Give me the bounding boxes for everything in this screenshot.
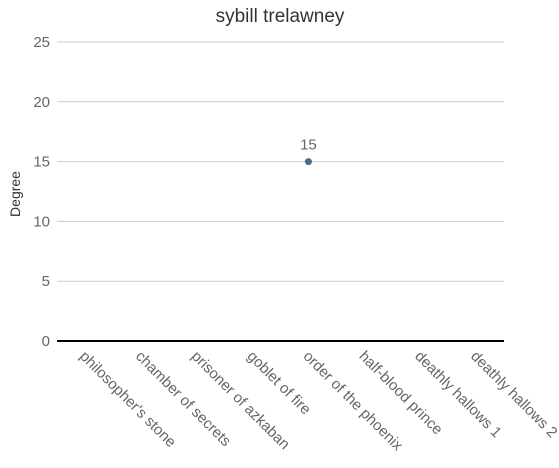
y-tick-label: 20 xyxy=(33,94,50,111)
data-points: 15 xyxy=(300,137,317,166)
y-tick-label: 0 xyxy=(42,333,50,350)
y-tick-label: 25 xyxy=(33,34,50,51)
gridlines xyxy=(57,41,504,342)
x-tick-label: chamber of secrets xyxy=(132,348,234,450)
y-tick-labels: 0 5 10 15 20 25 xyxy=(33,34,50,350)
chart-title: sybill trelawney xyxy=(216,6,345,27)
y-tick-label: 15 xyxy=(33,154,50,171)
data-label: 15 xyxy=(300,137,317,154)
x-tick-label: philosopher's stone xyxy=(76,348,179,451)
y-axis-label: Degree xyxy=(7,171,23,217)
x-tick-label: order of the phoenix xyxy=(300,348,407,455)
y-tick-label: 10 xyxy=(33,213,50,230)
data-point xyxy=(304,158,312,166)
y-tick-label: 5 xyxy=(42,273,50,290)
x-tick-label: prisoner of azkaban xyxy=(188,348,293,453)
